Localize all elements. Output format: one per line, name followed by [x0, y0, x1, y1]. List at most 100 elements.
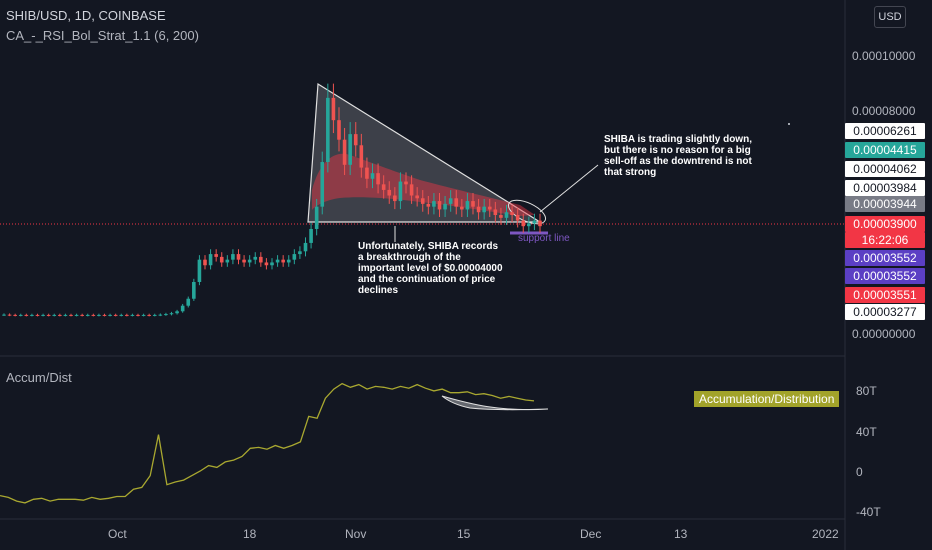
- time-tick: 15: [457, 527, 471, 541]
- candle-body: [365, 167, 369, 179]
- candle-body: [326, 97, 330, 163]
- candle-body: [342, 139, 347, 165]
- candle-body: [493, 209, 498, 216]
- candle-body: [259, 256, 263, 263]
- candle-body: [448, 198, 453, 204]
- accum-tick: -40T: [856, 505, 881, 519]
- currency-button[interactable]: USD: [874, 6, 906, 28]
- candlestick-series: [2, 83, 542, 317]
- candle-body: [35, 314, 40, 316]
- candle-body: [471, 201, 475, 207]
- candle-body: [370, 173, 375, 179]
- chart-title: SHIB/USD, 1D, COINBASE: [6, 8, 166, 23]
- time-tick: 2022: [812, 527, 839, 541]
- candle-body: [314, 206, 319, 229]
- accum-panel-title: Accum/Dist: [6, 370, 72, 385]
- candle-body: [398, 181, 403, 202]
- candle-body: [85, 314, 90, 316]
- candle-body: [219, 256, 224, 263]
- price-tag: 0.00004415: [845, 142, 925, 158]
- time-tick: Dec: [580, 527, 602, 541]
- price-tag: 0.00003900: [845, 216, 925, 232]
- candle-body: [521, 220, 526, 227]
- accum-legend: Accumulation/Distribution: [694, 391, 840, 407]
- note-right-pointer: [539, 164, 599, 213]
- candle-body: [158, 314, 163, 316]
- candle-body: [275, 259, 280, 263]
- candle-body: [175, 311, 179, 314]
- price-tag: 0.00004062: [845, 161, 925, 177]
- candle-body: [376, 173, 380, 185]
- price-tag: 0.00003552: [845, 250, 925, 266]
- candle-body: [125, 314, 129, 316]
- candle-body: [214, 254, 218, 257]
- candle-body: [141, 314, 146, 316]
- candle-body: [136, 314, 140, 316]
- candle-body: [192, 281, 196, 299]
- price-tag: 16:22:06: [845, 232, 925, 248]
- candle-body: [130, 314, 135, 316]
- candle-body: [298, 251, 302, 255]
- candle-body: [309, 228, 313, 243]
- candle-body: [247, 259, 252, 263]
- note-right: SHIBA is trading slightly down, but ther…: [604, 134, 752, 178]
- time-tick: 18: [243, 527, 257, 541]
- candle-body: [331, 97, 336, 121]
- candle-body: [208, 254, 213, 266]
- candle-body: [499, 215, 503, 218]
- candle-body: [515, 215, 520, 221]
- indicator-title: CA_-_RSI_Bol_Strat_1.1 (6, 200): [6, 28, 199, 43]
- note-center: Unfortunately, SHIBA records a breakthro…: [358, 241, 503, 296]
- candle-body: [63, 314, 68, 316]
- candle-body: [420, 198, 425, 204]
- candle-body: [69, 314, 73, 316]
- candle-body: [253, 256, 258, 260]
- candle-body: [460, 206, 464, 210]
- candle-body: [113, 314, 118, 316]
- candle-body: [7, 314, 12, 316]
- price-tick: 0.00008000: [852, 104, 916, 118]
- candle-body: [74, 314, 79, 316]
- candle-body: [387, 189, 392, 196]
- candle-body: [58, 314, 62, 316]
- candle-body: [231, 254, 235, 260]
- candle-body: [169, 313, 174, 315]
- descending-triangle: [307, 82, 543, 223]
- candle-body: [13, 314, 17, 316]
- candle-body: [281, 259, 285, 263]
- candle-body: [41, 314, 45, 316]
- accum-tick: 0: [856, 465, 863, 479]
- candle-body: [180, 305, 185, 312]
- candle-body: [415, 195, 419, 199]
- candle-body: [303, 242, 308, 252]
- time-tick: Nov: [345, 527, 367, 541]
- price-tick: 0.00000000: [852, 327, 916, 341]
- candle-body: [18, 314, 23, 316]
- stray-dot: [788, 123, 790, 125]
- candle-body: [465, 201, 470, 210]
- candle-body: [443, 203, 447, 210]
- candle-body: [108, 314, 112, 316]
- candle-body: [286, 259, 291, 263]
- candle-body: [102, 314, 107, 316]
- candle-body: [393, 195, 397, 202]
- candle-body: [320, 162, 325, 207]
- candle-body: [504, 212, 509, 218]
- candle-body: [203, 259, 207, 266]
- candle-body: [152, 314, 157, 316]
- support-label: support line: [518, 233, 570, 244]
- candle-body: [404, 181, 408, 185]
- candle-body: [359, 145, 364, 168]
- candle-body: [454, 198, 459, 207]
- price-tag: 0.00003551: [845, 287, 925, 303]
- candle-body: [532, 220, 537, 224]
- candle-body: [487, 206, 492, 210]
- candle-body: [97, 314, 101, 316]
- candle-body: [292, 254, 297, 260]
- candle-body: [2, 314, 6, 316]
- accum-dist-line: [0, 382, 535, 504]
- candle-body: [197, 259, 202, 282]
- candle-body: [46, 314, 51, 316]
